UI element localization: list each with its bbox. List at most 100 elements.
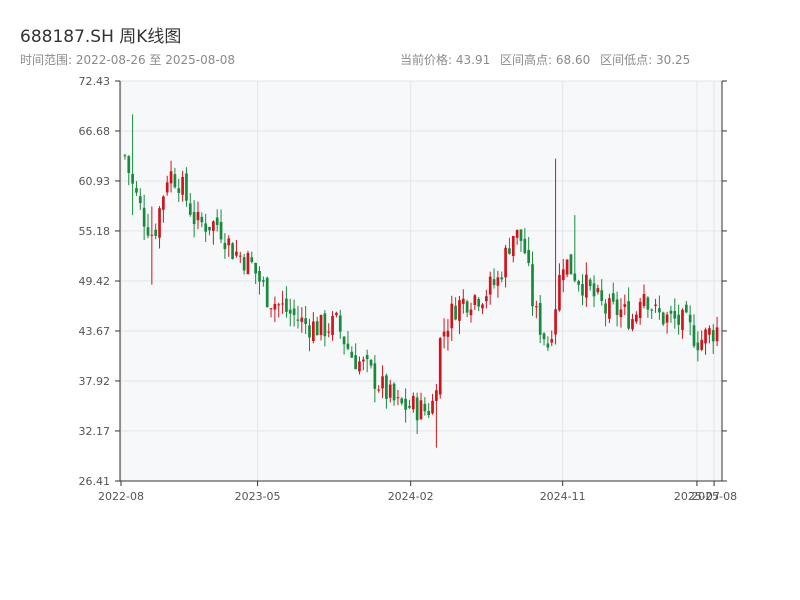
candle-body [196,211,200,221]
candle-body [254,262,258,274]
candle-body [673,311,677,319]
candle-body [681,309,684,330]
candle-body [511,235,515,257]
candle-body [538,303,542,335]
candle-body [146,227,150,236]
candle-body [162,196,165,210]
candle-body [188,203,192,215]
candle-body [208,226,211,231]
y-tick-label: 43.67 [79,325,111,338]
candle-body [692,325,696,347]
candle-body [292,308,296,316]
candle-body [650,309,654,311]
candle-body [327,331,331,333]
candle-body [708,328,711,335]
candle-body [646,297,650,310]
candle-body [265,277,269,307]
current-price: 当前价格: 43.91 [400,53,491,67]
candle-body [600,290,604,301]
candle-body [377,389,381,391]
candle-body [227,238,231,246]
candle-body [223,242,227,250]
candle-body [631,319,634,330]
candle-body [715,327,719,342]
candle-body [515,229,519,238]
candle-body [531,264,534,307]
candle-body [181,177,184,195]
candle-body [688,314,692,323]
candle-body [323,313,327,337]
candle-body [642,293,646,307]
candle-body [581,284,584,296]
candle-body [558,275,561,311]
candle-body [435,390,438,401]
candle-body [427,411,431,416]
candle-body [338,315,342,332]
candle-body [304,318,307,325]
candle-body [469,309,473,316]
x-tick-label: 2025-07 [674,490,720,503]
candle-body [419,400,423,420]
candle-body [669,310,673,314]
candle-body [565,259,569,275]
candle-body [277,304,281,306]
candle-body [704,329,707,344]
x-tick-label: 2022-08 [98,490,144,503]
candle-body [415,397,419,421]
date-range: 时间范围: 2022-08-26 至 2025-08-08 [20,53,235,67]
y-tick-label: 72.43 [79,75,111,88]
candle-body [231,243,234,260]
candle-body [573,273,577,281]
candle-body [473,295,477,305]
candle-body [200,216,204,223]
candle-body [481,304,484,309]
candle-body [596,288,600,293]
candle-body [450,303,454,329]
candle-body [615,299,619,316]
y-tick-label: 26.41 [79,475,111,488]
candle-body [373,363,377,389]
candle-body [308,325,311,338]
candle-body [608,298,611,319]
candle-body [634,314,638,322]
candle-body [496,277,500,286]
candle-body [142,207,146,227]
candle-body [250,257,254,262]
candle-body [369,359,373,366]
candle-body [623,304,627,307]
candle-body [296,319,300,321]
candle-body [404,398,407,410]
candle-body [258,270,261,282]
candle-body [477,298,481,307]
candle-body [592,283,596,297]
candle-body [665,314,669,323]
candle-body [381,376,384,389]
candle-body [319,315,323,336]
candle-body [392,383,396,401]
candle-body [262,280,265,282]
candle-body [431,400,434,414]
y-tick-label: 55.18 [79,225,111,238]
candle-body [423,403,427,412]
candle-body [158,208,161,238]
candle-body [169,171,173,184]
range-high: 区间高点: 68.60 [500,53,591,67]
candle-body [273,304,277,310]
candle-body [246,252,250,275]
candle-body [215,217,219,226]
candle-body [185,173,188,201]
candle-body [192,212,196,224]
candle-body [638,301,642,319]
candle-body [546,343,550,348]
candle-body [508,248,511,254]
candle-body [346,343,350,349]
candle-body [285,298,288,312]
x-tick-label: 2025-08 [691,490,737,503]
candle-body [677,314,680,325]
candle-body [335,312,338,316]
candle-body [365,354,369,360]
candle-body [661,312,665,325]
x-tick-label: 2024-11 [540,490,586,503]
price-stats: 当前价格: 43.91 区间高点: 68.60 区间低点: 30.25 [400,51,696,68]
